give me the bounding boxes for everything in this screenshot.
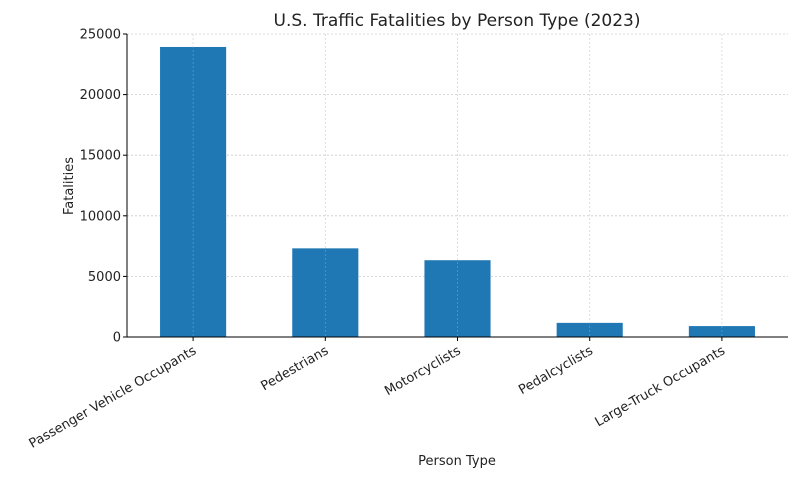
bar [424, 260, 491, 337]
y-axis-label: Fatalities [62, 157, 77, 215]
y-tick-label: 25000 [80, 28, 121, 43]
y-tick-label: 5000 [88, 270, 121, 285]
x-axis-label: Person Type [418, 454, 496, 469]
x-tick-label: Pedalcyclists [516, 343, 596, 398]
x-tick-label: Large-Truck Occupants [593, 343, 729, 430]
bar [688, 326, 755, 337]
y-tick-label: 20000 [80, 88, 121, 103]
bar [556, 322, 623, 337]
bar [292, 248, 359, 337]
x-tick-label: Motorcyclists [382, 343, 463, 399]
bar [160, 46, 227, 338]
chart-title: U.S. Traffic Fatalities by Person Type (… [274, 11, 641, 31]
y-tick-label: 10000 [80, 209, 121, 224]
y-tick-label: 15000 [80, 149, 121, 164]
x-tick-label: Passenger Vehicle Occupants [27, 343, 200, 451]
y-tick-label: 0 [113, 331, 121, 346]
x-tick-label: Pedestrians [258, 343, 331, 394]
